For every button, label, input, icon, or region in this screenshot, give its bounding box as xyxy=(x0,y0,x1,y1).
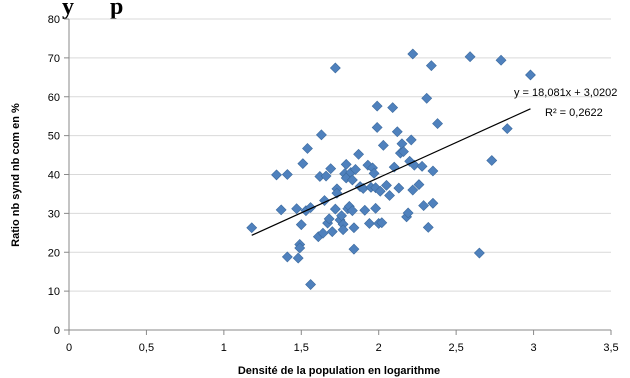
data-points xyxy=(246,48,536,290)
data-point xyxy=(348,243,360,255)
y-tick-label: 70 xyxy=(48,53,60,65)
y-tick-label: 80 xyxy=(48,14,60,26)
data-point xyxy=(281,251,293,263)
data-point xyxy=(407,48,419,60)
data-point xyxy=(368,167,380,179)
x-tick-label: 2,5 xyxy=(448,342,463,354)
data-point xyxy=(325,163,337,175)
data-point xyxy=(271,169,282,181)
data-point xyxy=(371,100,383,112)
y-tick-label: 10 xyxy=(48,286,60,298)
x-tick-label: 2 xyxy=(376,342,382,354)
data-point xyxy=(302,143,313,154)
data-point xyxy=(353,148,365,160)
x-tick-label: 3 xyxy=(531,342,537,354)
data-point xyxy=(425,60,437,72)
trendline-equation: y = 18,081x + 3,0202 xyxy=(514,87,617,99)
data-point xyxy=(281,169,293,180)
data-point xyxy=(495,54,507,66)
data-point xyxy=(346,174,358,186)
data-point xyxy=(473,247,485,259)
data-point xyxy=(291,203,303,215)
x-tick-label: 3,5 xyxy=(603,342,618,354)
y-tick-label: 50 xyxy=(48,131,60,143)
data-point xyxy=(359,204,371,216)
data-point xyxy=(363,218,375,229)
y-tick-label: 0 xyxy=(54,325,60,337)
data-point xyxy=(329,203,341,215)
data-point xyxy=(326,226,338,238)
data-point xyxy=(377,139,389,151)
data-point xyxy=(402,207,414,219)
data-point xyxy=(427,197,439,209)
data-point xyxy=(346,205,358,217)
data-point xyxy=(464,51,476,63)
data-point xyxy=(305,279,317,290)
data-point xyxy=(422,221,434,233)
data-point xyxy=(416,160,428,172)
y-axis-label: Ratio nb synd nb com en % xyxy=(10,103,22,247)
data-point xyxy=(329,62,341,74)
x-tick-label: 0 xyxy=(66,342,72,354)
data-point xyxy=(297,158,309,170)
data-point xyxy=(315,129,327,141)
data-point xyxy=(384,190,395,201)
axes xyxy=(64,18,612,335)
y-tick-label: 20 xyxy=(48,247,60,259)
trendline-group xyxy=(251,108,531,236)
data-point xyxy=(305,202,317,213)
data-point xyxy=(376,217,388,229)
data-point xyxy=(350,164,361,175)
data-point xyxy=(486,155,498,166)
y-tick-label: 30 xyxy=(48,208,60,220)
data-point xyxy=(340,158,352,170)
data-point xyxy=(525,69,536,81)
data-point xyxy=(317,227,329,239)
data-point xyxy=(413,179,425,191)
data-point xyxy=(387,102,399,114)
data-point xyxy=(381,179,392,191)
partial-title-fragment: y p xyxy=(62,0,123,20)
data-point xyxy=(292,252,304,264)
data-point xyxy=(421,92,433,104)
tick-labels: 0 10 20 30 40 50 60 70 80 0 0,5 1 1,5 2 2,5 3 3,5 xyxy=(48,14,619,354)
data-point xyxy=(320,170,332,182)
y-tick-label: 60 xyxy=(48,92,60,104)
data-point xyxy=(393,182,405,194)
data-point xyxy=(374,185,386,197)
data-point xyxy=(407,184,419,196)
data-point xyxy=(295,219,307,231)
data-point xyxy=(427,165,439,177)
data-point xyxy=(405,134,417,146)
data-point xyxy=(398,146,409,157)
data-point xyxy=(319,195,330,206)
data-point xyxy=(246,222,258,234)
data-point xyxy=(432,118,443,129)
data-point xyxy=(337,224,349,236)
data-point xyxy=(323,213,335,225)
y-tick-label: 40 xyxy=(48,170,60,182)
data-point xyxy=(370,202,382,214)
x-tick-label: 1 xyxy=(221,342,227,354)
data-point xyxy=(418,200,430,212)
data-point xyxy=(391,126,403,138)
data-point xyxy=(404,155,416,167)
trendline xyxy=(251,108,531,236)
data-point xyxy=(348,222,360,234)
data-point xyxy=(388,161,400,173)
x-axis-label: Densité de la population en logarithme xyxy=(238,365,440,377)
data-point xyxy=(275,204,287,216)
x-tick-label: 1,5 xyxy=(294,342,309,354)
trendline-r2: R² = 0,2622 xyxy=(545,107,603,119)
data-point xyxy=(371,122,383,133)
data-point xyxy=(331,187,343,199)
x-tick-label: 0,5 xyxy=(139,342,154,354)
data-point xyxy=(501,123,513,135)
data-point xyxy=(294,242,306,254)
